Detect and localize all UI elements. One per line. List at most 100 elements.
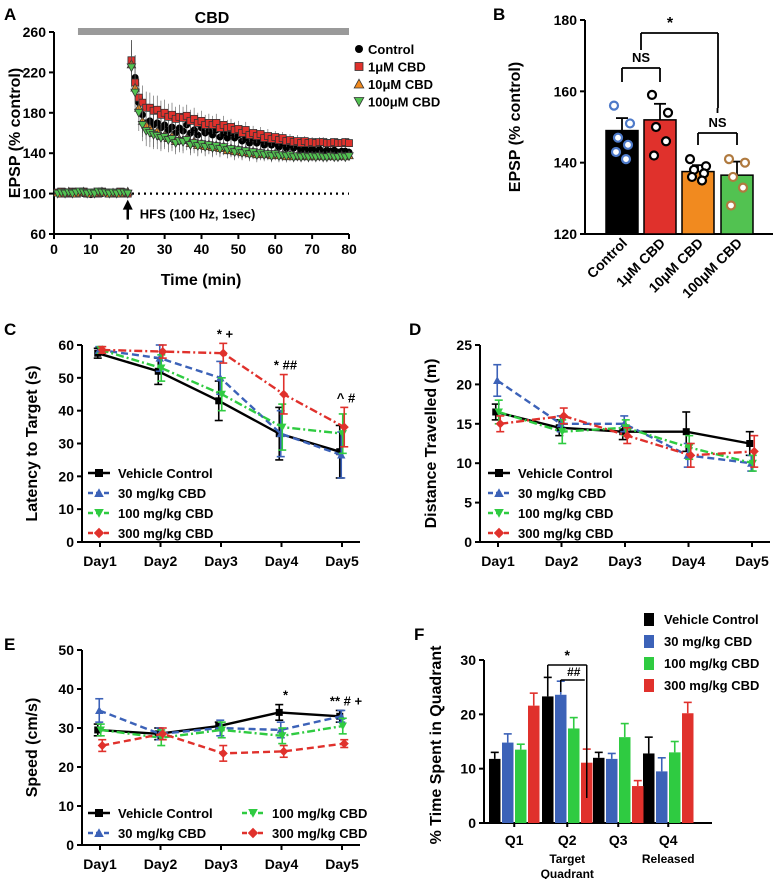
y-tick-label: 60: [30, 226, 46, 242]
y-axis-label: Speed (cm/s): [24, 698, 41, 798]
data-point: [337, 450, 346, 459]
x-tick-label: Day3: [204, 856, 238, 872]
legend-marker: [354, 62, 364, 71]
x-tick-label: Day1: [83, 856, 117, 872]
category-label: Q3: [609, 832, 628, 848]
data-point: [727, 171, 739, 183]
data-point: [97, 345, 107, 355]
data-point: [94, 726, 102, 734]
y-tick-label: 50: [58, 642, 74, 658]
y-tick-label: 220: [23, 64, 47, 80]
significance-label: ^ #: [337, 390, 356, 405]
y-tick-label: 20: [58, 759, 74, 775]
significance-label: *: [283, 688, 289, 703]
x-tick-label: Day5: [325, 553, 359, 569]
legend-label: 30 mg/kg CBD: [118, 826, 206, 841]
y-tick-label: 25: [456, 337, 472, 353]
bar: [720, 174, 754, 235]
data-point: [97, 741, 107, 751]
legend-label: 100 mg/kg CBD: [664, 656, 759, 671]
x-tick-label: 70: [304, 241, 320, 257]
data-point: [558, 428, 567, 436]
data-point: [749, 446, 759, 456]
x-tick-label: Day4: [265, 856, 299, 872]
legend-marker: [355, 45, 363, 53]
data-point: [95, 706, 104, 714]
data-point: [245, 139, 253, 147]
data-point: [278, 732, 287, 740]
legend-swatch: [644, 635, 654, 648]
legend-label: Vehicle Control: [664, 612, 759, 627]
bar: [502, 742, 514, 823]
quadrant-sublabel: Target: [549, 852, 585, 866]
bar: [568, 728, 580, 823]
y-tick-label: 0: [66, 837, 74, 853]
data-point: [682, 428, 690, 436]
x-tick-label: Day2: [545, 553, 579, 569]
legend-label: 100μM CBD: [368, 95, 440, 110]
significance-brackets: * ##: [547, 647, 588, 798]
data-point: [130, 88, 140, 98]
series-line: [496, 379, 752, 465]
series-1: [53, 40, 353, 198]
legend-label: 300 mg/kg CBD: [118, 526, 213, 541]
data-point: [158, 347, 168, 357]
y-tick-label: 10: [456, 455, 472, 471]
data-point: [345, 139, 353, 148]
significance-label: * ##: [274, 358, 298, 373]
x-tick-label: Day3: [204, 553, 238, 569]
y-tick-label: 20: [456, 376, 472, 392]
x-tick-label: Day5: [325, 856, 359, 872]
bar: [656, 771, 668, 823]
y-tick-label: 60: [58, 337, 74, 353]
y-tick-label: 180: [23, 105, 47, 121]
star-label: *: [565, 647, 571, 663]
series-3: [97, 727, 349, 762]
y-axis-label: EPSP (% control): [7, 68, 24, 198]
legend-marker: [353, 97, 365, 108]
category-label: Q1: [505, 832, 524, 848]
y-tick-label: 30: [58, 720, 74, 736]
legend-swatch: [644, 657, 654, 670]
data-point: [492, 408, 500, 416]
data-point: [218, 348, 228, 358]
legend-label: Vehicle Control: [518, 466, 613, 481]
x-tick-label: 30: [157, 241, 173, 257]
y-tick-label: 10: [58, 501, 74, 517]
legend-label: 100 mg/kg CBD: [272, 806, 367, 821]
legend-label: 30 mg/kg CBD: [664, 634, 752, 649]
bar: [643, 753, 655, 823]
legend-f: Vehicle Control 30 mg/kg CBD 100 mg/kg CBD…: [644, 612, 759, 693]
legend-marker: [95, 469, 103, 477]
significance-brackets: NS NS *: [621, 15, 738, 145]
x-tick-label: Day1: [481, 553, 515, 569]
data-point: [610, 146, 622, 158]
data-point: [279, 746, 289, 756]
ns-label: NS: [708, 115, 726, 130]
y-axis-label: Latency to Target (s): [24, 365, 41, 521]
y-tick-label: 10: [58, 798, 74, 814]
data-point: [279, 389, 289, 399]
data-point: [275, 708, 283, 716]
legend-marker: [248, 809, 258, 818]
data-point: [217, 726, 226, 735]
bar: [528, 705, 540, 823]
series-1: [95, 344, 346, 479]
y-axis-label: % Time Spent in Quadrant: [428, 645, 445, 845]
data-point: [122, 189, 133, 199]
legend-label: Vehicle Control: [118, 806, 213, 821]
y-tick-label: 0: [464, 534, 472, 550]
x-tick-label: 10: [83, 241, 99, 257]
legend-label: 100 mg/kg CBD: [518, 506, 613, 521]
legend-label: 1μM CBD: [368, 60, 426, 75]
data-point: [624, 118, 636, 129]
data-point: [684, 154, 696, 165]
legend-label: 30 mg/kg CBD: [118, 486, 206, 501]
legend-label: Control: [368, 42, 414, 57]
series-1: [502, 680, 668, 823]
legend-label: 300 mg/kg CBD: [664, 678, 759, 693]
data-point: [725, 200, 737, 211]
category-label: Q4: [659, 832, 678, 848]
